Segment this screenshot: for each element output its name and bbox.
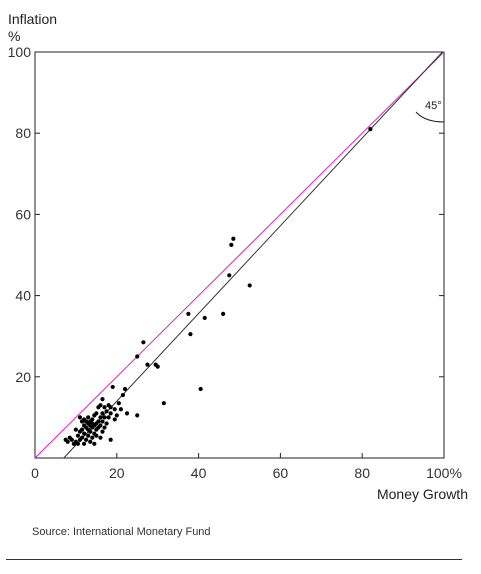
x-axis-title: Money Growth: [377, 486, 468, 502]
data-point: [122, 386, 128, 392]
data-point: [102, 425, 107, 430]
data-point: [90, 417, 95, 422]
data-point: [202, 315, 207, 321]
data-point: [90, 435, 95, 440]
x-tick-label: 80: [354, 465, 370, 481]
data-point: [124, 411, 130, 416]
data-point: [79, 427, 85, 432]
data-point: [135, 354, 140, 359]
data-point: [94, 433, 99, 438]
data-point: [106, 415, 111, 420]
data-point: [81, 441, 87, 446]
data-point: [79, 435, 85, 440]
data-point: [227, 273, 232, 278]
data-point: [86, 415, 91, 420]
data-point: [110, 384, 115, 390]
y-tick-label: 60: [15, 206, 31, 222]
data-point: [86, 433, 91, 438]
data-point: [102, 405, 107, 410]
data-point: [100, 419, 105, 424]
data-point: [69, 437, 74, 442]
data-point: [161, 401, 166, 406]
points-layer: [63, 127, 373, 446]
data-point: [112, 407, 117, 412]
data-point: [88, 429, 93, 434]
y-tick-label: 80: [15, 125, 31, 141]
data-point: [155, 364, 160, 369]
data-point: [118, 407, 123, 412]
data-point: [108, 405, 113, 410]
data-point: [198, 386, 203, 392]
data-point: [98, 423, 103, 428]
source-note: Source: International Monetary Fund: [32, 526, 211, 538]
data-point: [229, 242, 234, 247]
reference-lines-layer: [34, 51, 445, 459]
plot-frame: [34, 51, 445, 459]
data-point: [73, 427, 78, 432]
data-point: [141, 340, 146, 345]
y-tick-label: 40: [15, 288, 31, 304]
y-tick-label: 20: [15, 369, 31, 385]
data-point: [100, 411, 105, 416]
y-tick-label: 100: [8, 44, 32, 60]
data-point: [75, 433, 81, 438]
y-axis-unit: %: [8, 28, 20, 44]
data-point: [100, 429, 105, 434]
tick-layer: 0 20 40 60 80 100% 20 40 60 80 100: [8, 44, 462, 481]
y-axis-title: Inflation: [8, 11, 57, 27]
data-point: [92, 441, 97, 446]
annotation-layer: 45°: [415, 100, 445, 123]
x-tick-label: 60: [273, 465, 289, 481]
data-point: [98, 403, 103, 408]
data-point: [368, 127, 373, 132]
data-point: [96, 419, 101, 424]
data-point: [112, 417, 117, 422]
data-point: [108, 437, 113, 442]
x-tick-label: 20: [109, 465, 125, 481]
bottom-rule: [6, 559, 462, 560]
data-point: [88, 439, 93, 444]
data-point: [120, 392, 126, 398]
data-point: [145, 362, 150, 367]
data-point: [94, 411, 99, 416]
data-point: [98, 435, 103, 440]
data-point: [102, 415, 107, 420]
reference-line: [63, 51, 443, 459]
data-point: [231, 236, 236, 241]
reference-line: [34, 51, 445, 459]
data-point: [75, 441, 81, 446]
data-point: [116, 401, 121, 406]
data-point: [108, 411, 113, 416]
data-point: [98, 415, 103, 420]
data-point: [186, 311, 191, 316]
data-point: [104, 409, 109, 414]
data-point: [81, 431, 87, 436]
data-point: [77, 415, 83, 420]
angle-arc: [415, 111, 445, 123]
data-point: [65, 439, 70, 444]
angle-annotation: 45°: [425, 100, 442, 112]
data-point: [100, 397, 105, 402]
data-point: [84, 437, 89, 442]
data-point: [114, 413, 119, 418]
data-point: [104, 421, 109, 426]
x-tick-label: 0: [31, 465, 39, 481]
data-point: [247, 283, 252, 288]
x-tick-label: 40: [191, 465, 207, 481]
data-point: [188, 332, 193, 337]
data-point: [135, 413, 140, 418]
x-tick-label: 100%: [426, 465, 462, 481]
data-point: [221, 311, 226, 316]
